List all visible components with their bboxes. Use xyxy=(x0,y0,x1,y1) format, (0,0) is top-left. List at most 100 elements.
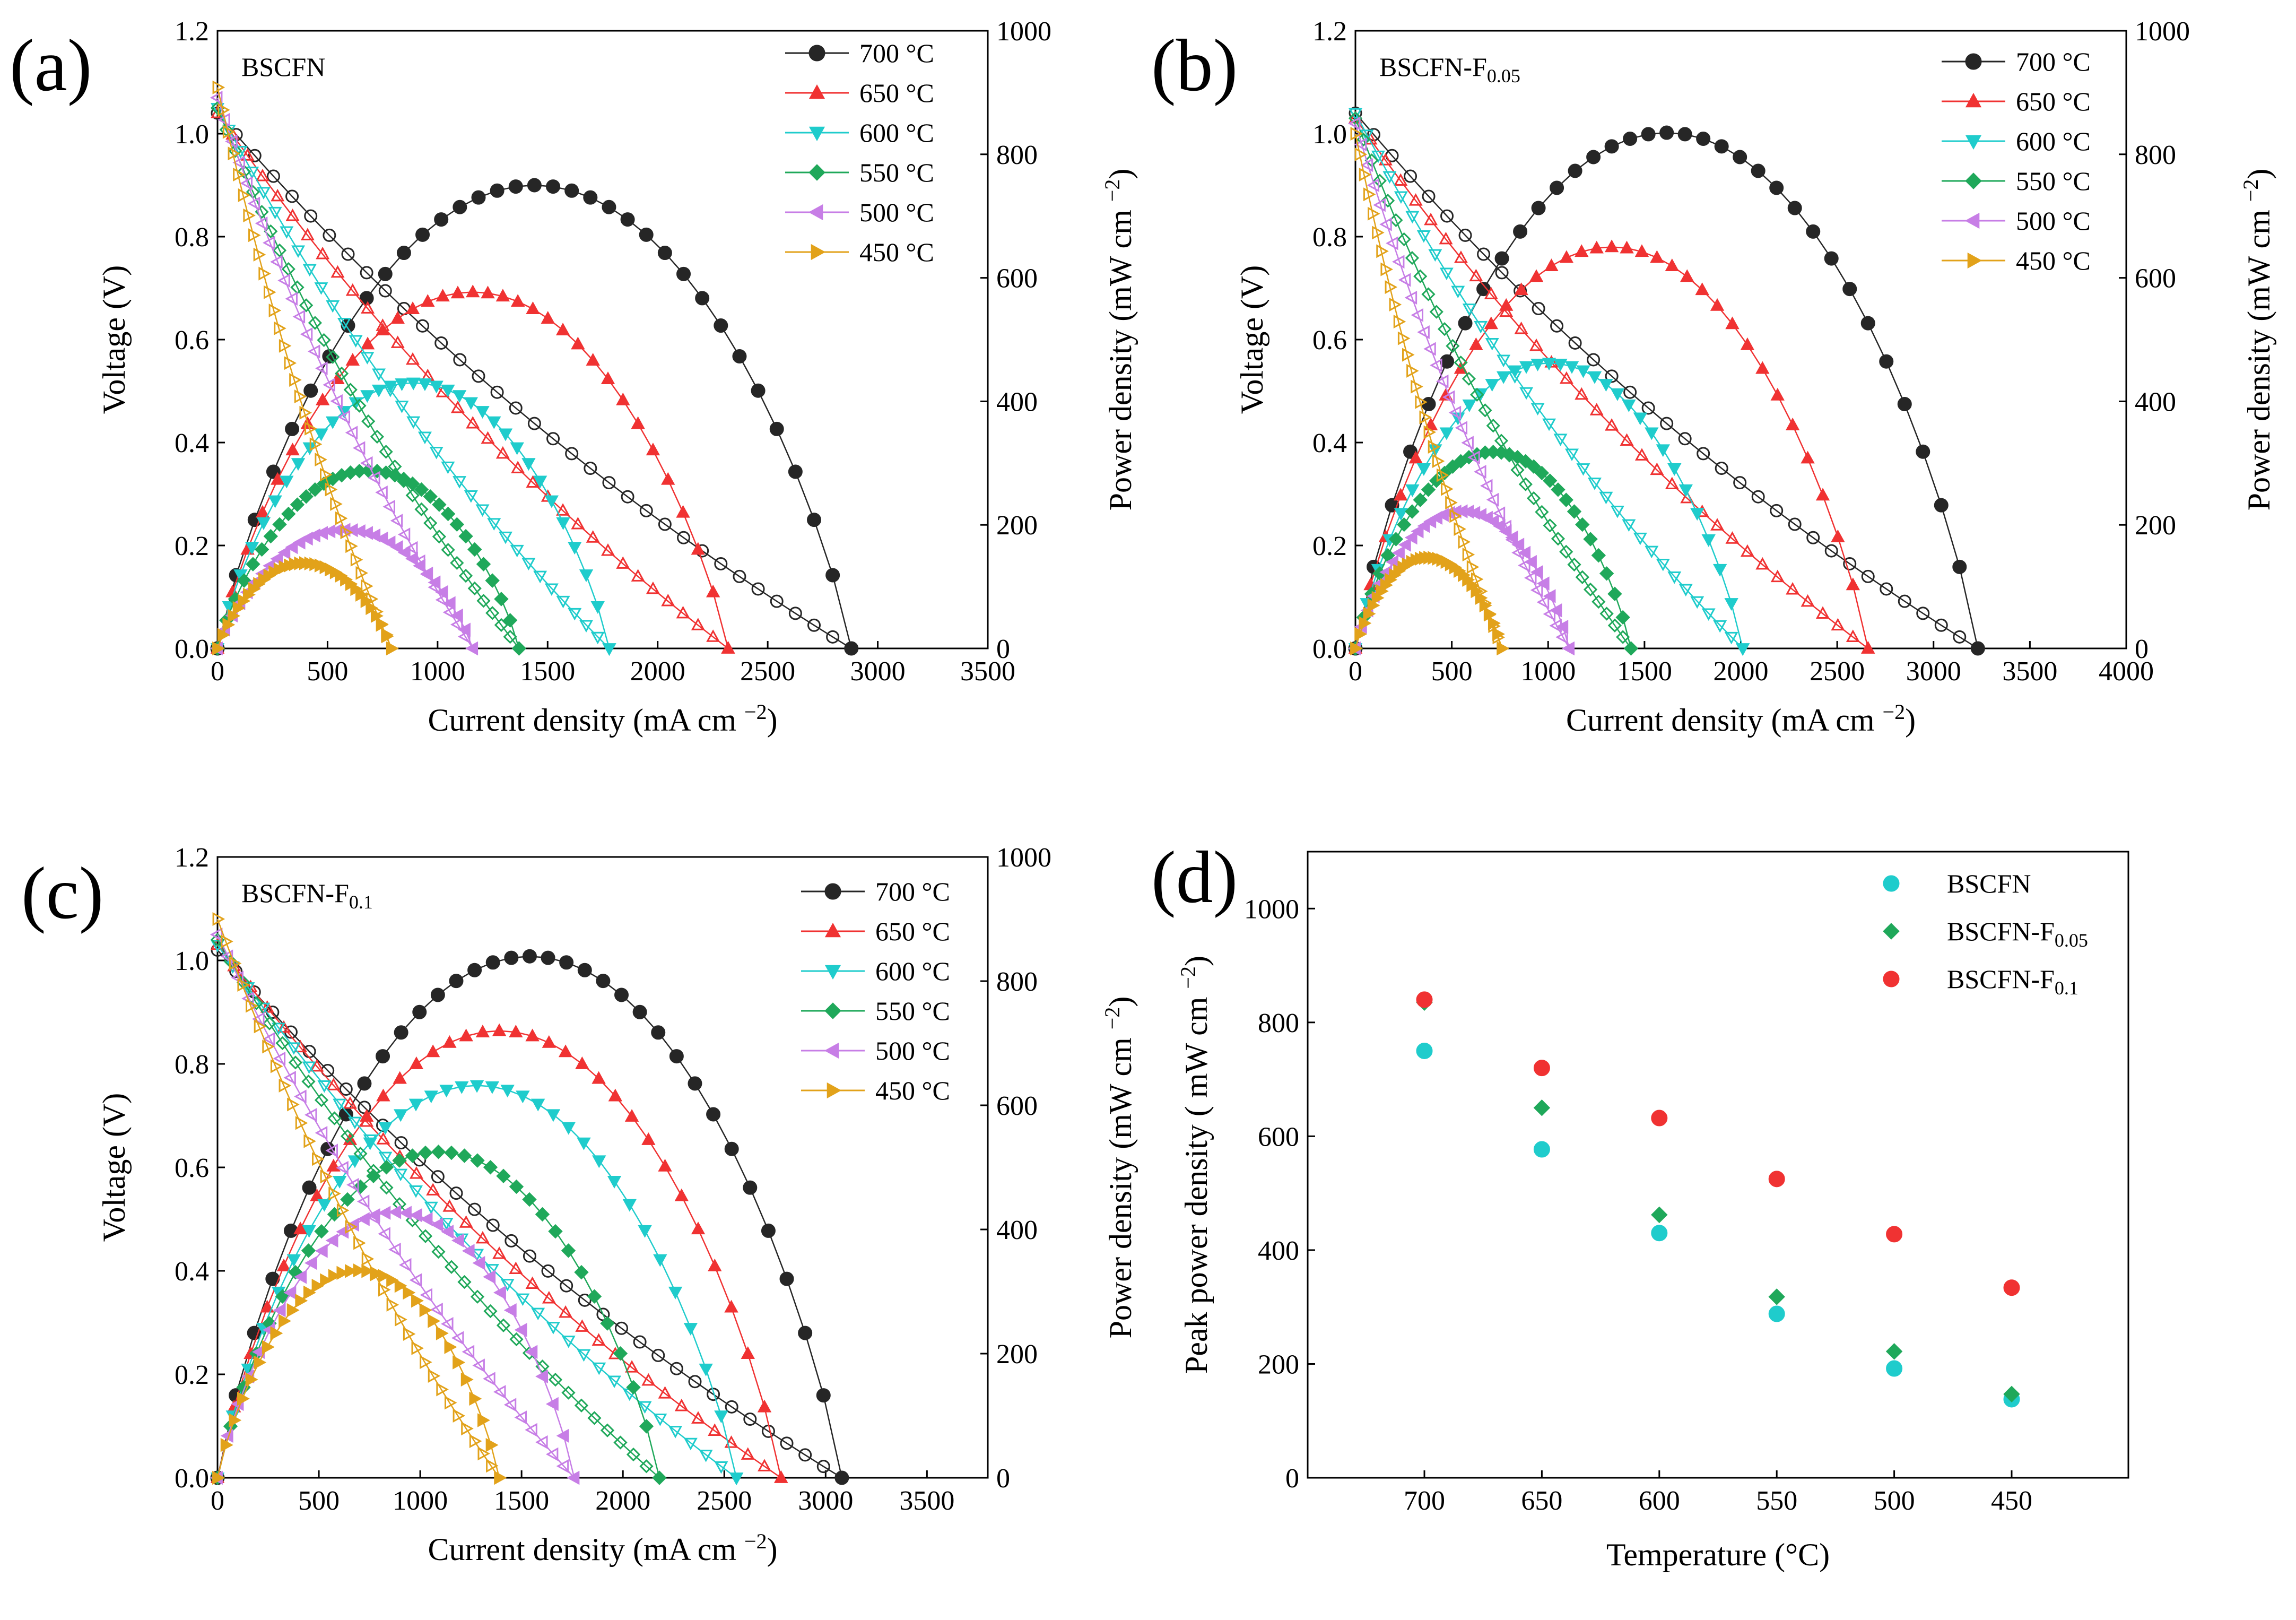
voltage-point xyxy=(345,426,358,440)
voltage-point xyxy=(336,1160,349,1175)
voltage-point xyxy=(1575,570,1589,584)
voltage-point xyxy=(1484,287,1498,299)
voltage-point xyxy=(514,1410,527,1425)
voltage-point xyxy=(626,1447,641,1462)
voltage-point xyxy=(255,216,268,230)
x-tick-label: 4000 xyxy=(2099,656,2154,687)
power-point xyxy=(1439,427,1454,440)
power-point xyxy=(378,1122,393,1135)
y2-tick-label: 1000 xyxy=(2135,16,2190,47)
voltage-point xyxy=(770,594,784,608)
power-point xyxy=(326,1158,341,1172)
voltage-point xyxy=(1543,607,1556,621)
voltage-point xyxy=(1379,217,1392,231)
voltage-point xyxy=(1587,478,1602,490)
voltage-point xyxy=(340,525,353,540)
power-point xyxy=(1562,641,1575,656)
power-point xyxy=(1524,555,1537,569)
power-point xyxy=(516,1090,530,1104)
voltage-point xyxy=(360,456,373,470)
power-point xyxy=(602,200,616,214)
power-point xyxy=(1604,239,1619,253)
voltage-point xyxy=(691,618,705,630)
legend-marker xyxy=(1883,971,1900,987)
voltage-point xyxy=(275,1036,290,1051)
voltage-point xyxy=(472,369,485,383)
power-point xyxy=(1599,379,1613,392)
power-point xyxy=(359,291,374,306)
power-point xyxy=(294,1270,307,1284)
voltage-point xyxy=(252,1012,265,1026)
voltage-point xyxy=(546,432,560,446)
voltage-point xyxy=(330,394,343,408)
power-point xyxy=(421,294,435,307)
voltage-point xyxy=(1424,212,1438,226)
y-tick-label: 0.4 xyxy=(1312,428,1347,458)
power-point xyxy=(328,1269,341,1283)
voltage-point xyxy=(751,582,765,596)
y-tick-label: 0.6 xyxy=(175,1153,209,1183)
y2-tick-label: 400 xyxy=(2135,387,2176,417)
voltage-point xyxy=(1411,308,1424,322)
voltage-point xyxy=(299,298,314,313)
voltage-point xyxy=(302,1045,316,1059)
power-point xyxy=(1575,517,1590,532)
power-point xyxy=(378,465,394,480)
voltage-point xyxy=(279,1078,292,1093)
voltage-point xyxy=(1389,213,1403,228)
power-point xyxy=(1724,598,1738,611)
power-point xyxy=(545,1397,559,1411)
voltage-point xyxy=(560,1279,573,1293)
voltage-point xyxy=(262,1016,277,1030)
y2-tick-label: 600 xyxy=(996,1091,1038,1121)
power-point xyxy=(1801,451,1815,464)
voltage-point xyxy=(314,282,328,295)
voltage-point xyxy=(395,1312,407,1327)
voltage-point xyxy=(1419,410,1432,425)
voltage-point xyxy=(1610,505,1624,518)
voltage-point xyxy=(262,236,275,250)
power-point xyxy=(503,1303,517,1318)
power-point xyxy=(303,383,318,398)
voltage-point xyxy=(587,1411,602,1425)
power-point xyxy=(608,1088,623,1102)
x-tick-label: 3500 xyxy=(960,656,1015,687)
power-point xyxy=(724,1141,739,1156)
voltage-point xyxy=(248,228,261,242)
voltage-point xyxy=(287,1097,300,1112)
voltage-point xyxy=(1953,630,1967,644)
data-point xyxy=(1533,1141,1550,1158)
power-point xyxy=(1714,139,1729,154)
voltage-point xyxy=(277,273,290,288)
power-point xyxy=(525,1028,540,1042)
power-point xyxy=(409,1208,422,1223)
voltage-point xyxy=(509,1261,523,1274)
data-point xyxy=(1768,1171,1785,1188)
voltage-point xyxy=(1770,569,1785,583)
voltage-point xyxy=(1633,532,1647,545)
power-point xyxy=(379,1160,394,1175)
power-point xyxy=(1494,251,1509,266)
voltage-point xyxy=(462,1345,475,1359)
voltage-point xyxy=(1448,405,1462,420)
power-point xyxy=(394,1278,407,1293)
voltage-point xyxy=(1394,191,1408,204)
voltage-point xyxy=(274,321,286,335)
voltage-point xyxy=(442,605,456,619)
plot-frame xyxy=(1307,851,2129,1479)
voltage-point xyxy=(376,1132,390,1145)
power-point xyxy=(314,1224,329,1239)
power-point xyxy=(431,1145,446,1159)
voltage-point xyxy=(1372,174,1387,188)
power-point xyxy=(1787,201,1802,215)
voltage-point xyxy=(574,1398,589,1413)
voltage-point xyxy=(361,414,376,429)
power-point xyxy=(798,1326,813,1340)
voltage-point xyxy=(1454,522,1466,536)
voltage-point xyxy=(1701,608,1716,621)
voltage-point xyxy=(300,228,315,240)
power-point xyxy=(1815,488,1830,501)
power-point xyxy=(1496,371,1511,384)
voltage-point xyxy=(341,247,355,261)
voltage-point xyxy=(1497,354,1511,368)
